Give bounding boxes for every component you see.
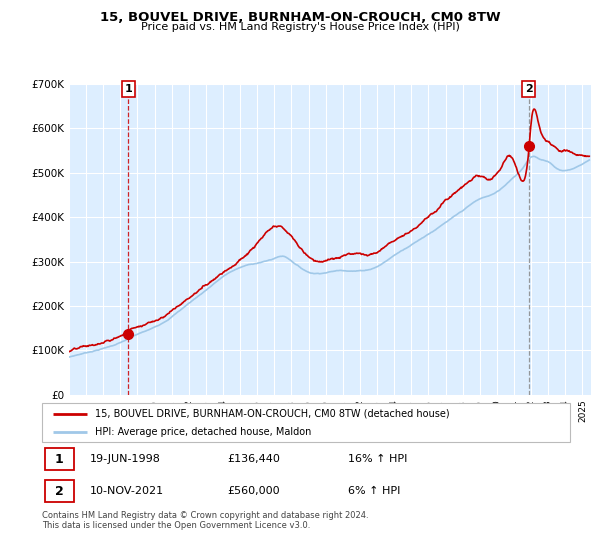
Text: £136,440: £136,440 — [227, 454, 280, 464]
Text: 10-NOV-2021: 10-NOV-2021 — [89, 487, 164, 496]
Text: 6% ↑ HPI: 6% ↑ HPI — [348, 487, 401, 496]
Text: 2: 2 — [525, 84, 533, 94]
Text: HPI: Average price, detached house, Maldon: HPI: Average price, detached house, Mald… — [95, 427, 311, 437]
Text: 16% ↑ HPI: 16% ↑ HPI — [348, 454, 407, 464]
Text: 15, BOUVEL DRIVE, BURNHAM-ON-CROUCH, CM0 8TW: 15, BOUVEL DRIVE, BURNHAM-ON-CROUCH, CM0… — [100, 11, 500, 24]
Text: 15, BOUVEL DRIVE, BURNHAM-ON-CROUCH, CM0 8TW (detached house): 15, BOUVEL DRIVE, BURNHAM-ON-CROUCH, CM0… — [95, 409, 449, 419]
Text: 1: 1 — [55, 453, 64, 466]
FancyBboxPatch shape — [42, 403, 570, 442]
Text: £560,000: £560,000 — [227, 487, 280, 496]
FancyBboxPatch shape — [44, 480, 74, 502]
Text: 1: 1 — [125, 84, 132, 94]
Text: 2: 2 — [55, 485, 64, 498]
FancyBboxPatch shape — [44, 448, 74, 470]
Text: Contains HM Land Registry data © Crown copyright and database right 2024.
This d: Contains HM Land Registry data © Crown c… — [42, 511, 368, 530]
Text: 19-JUN-1998: 19-JUN-1998 — [89, 454, 160, 464]
Text: Price paid vs. HM Land Registry's House Price Index (HPI): Price paid vs. HM Land Registry's House … — [140, 22, 460, 32]
